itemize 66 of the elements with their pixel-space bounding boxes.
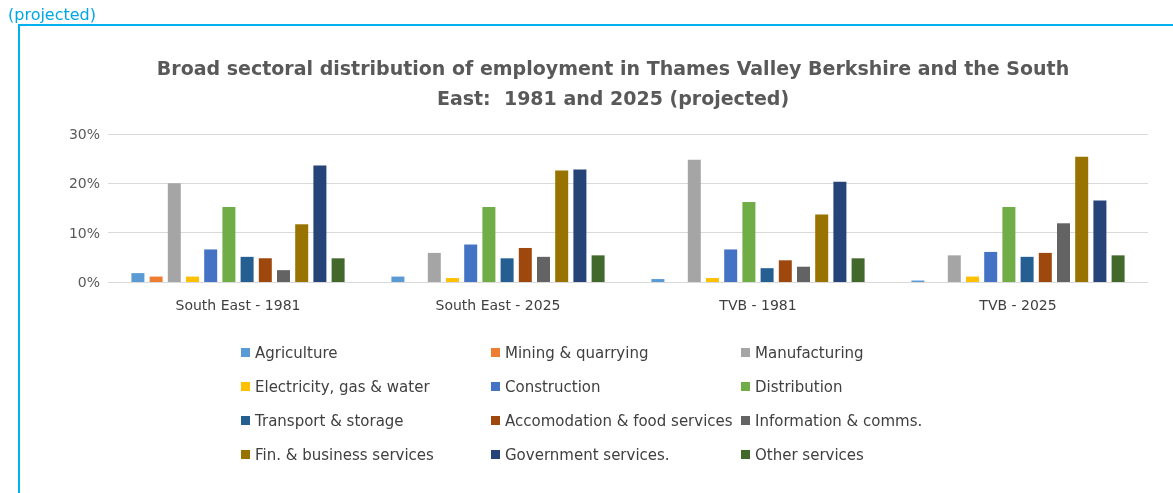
bar bbox=[446, 278, 459, 282]
y-tick-label: 10% bbox=[68, 224, 100, 241]
bar bbox=[778, 260, 792, 282]
bar bbox=[1057, 223, 1070, 282]
bar bbox=[651, 279, 665, 282]
x-tick-label: South East - 2025 bbox=[435, 297, 561, 313]
text: (projected) bbox=[8, 4, 97, 24]
legend-label: Mining & quarrying bbox=[505, 343, 649, 362]
x-tick-label: TVB - 2025 bbox=[978, 297, 1057, 313]
legend-label: Transport & storage bbox=[254, 411, 404, 430]
bar bbox=[1002, 207, 1016, 282]
bar bbox=[186, 276, 199, 282]
bar bbox=[482, 207, 496, 282]
bar bbox=[258, 258, 272, 282]
bar bbox=[391, 276, 405, 282]
bar bbox=[240, 256, 254, 282]
x-tick-label: TVB - 1981 bbox=[718, 297, 797, 313]
bar bbox=[331, 258, 345, 282]
bar bbox=[591, 255, 605, 282]
legend-label: Information & comms. bbox=[755, 411, 923, 430]
bar bbox=[797, 266, 810, 282]
chart-title: Broad sectoral distribution of employment in Thames Valley Berkshire and the South East: 1981 and 2025 (projected) bbox=[156, 57, 1070, 109]
bar bbox=[204, 249, 218, 282]
bar bbox=[687, 159, 701, 282]
bar bbox=[966, 276, 979, 282]
bar bbox=[947, 255, 961, 282]
bar bbox=[167, 183, 181, 282]
legend-label: Distribution bbox=[755, 377, 843, 396]
bar bbox=[851, 258, 865, 282]
y-tick-label: 20% bbox=[68, 175, 100, 192]
legend-label: Electricity, gas & water bbox=[255, 377, 431, 396]
bar bbox=[555, 170, 569, 282]
bar bbox=[1075, 156, 1089, 282]
bar bbox=[1038, 252, 1052, 282]
bar bbox=[295, 224, 309, 282]
bar bbox=[1093, 200, 1107, 282]
legend-label: Government services. bbox=[505, 445, 670, 464]
bar bbox=[537, 256, 550, 282]
bar bbox=[518, 247, 532, 282]
bar bbox=[1020, 256, 1034, 282]
bar bbox=[760, 268, 774, 282]
bar bbox=[131, 273, 145, 282]
legend-label: Accomodation & food services bbox=[505, 411, 733, 430]
bar bbox=[984, 251, 998, 282]
legend-label: Agriculture bbox=[255, 343, 338, 362]
bar bbox=[313, 165, 327, 282]
legend-label: Fin. & business services bbox=[255, 445, 435, 464]
bar bbox=[1111, 255, 1125, 282]
bar bbox=[724, 249, 738, 282]
bar bbox=[815, 214, 829, 282]
bar bbox=[833, 181, 847, 282]
bar bbox=[706, 278, 719, 282]
bar bbox=[427, 252, 441, 282]
x-tick-label: South East - 1981 bbox=[175, 297, 301, 313]
bar bbox=[464, 244, 478, 282]
bar bbox=[500, 258, 514, 282]
legend-label: Construction bbox=[505, 377, 601, 396]
y-tick-label: 30% bbox=[68, 126, 100, 142]
bar bbox=[222, 207, 236, 282]
bar bbox=[742, 202, 756, 282]
bar bbox=[277, 270, 290, 282]
legend-label: Manufacturing bbox=[755, 343, 864, 362]
bar bbox=[149, 276, 163, 282]
legend-label: Other services bbox=[755, 445, 865, 464]
y-tick-label: 0% bbox=[77, 274, 100, 290]
bar bbox=[573, 169, 587, 282]
